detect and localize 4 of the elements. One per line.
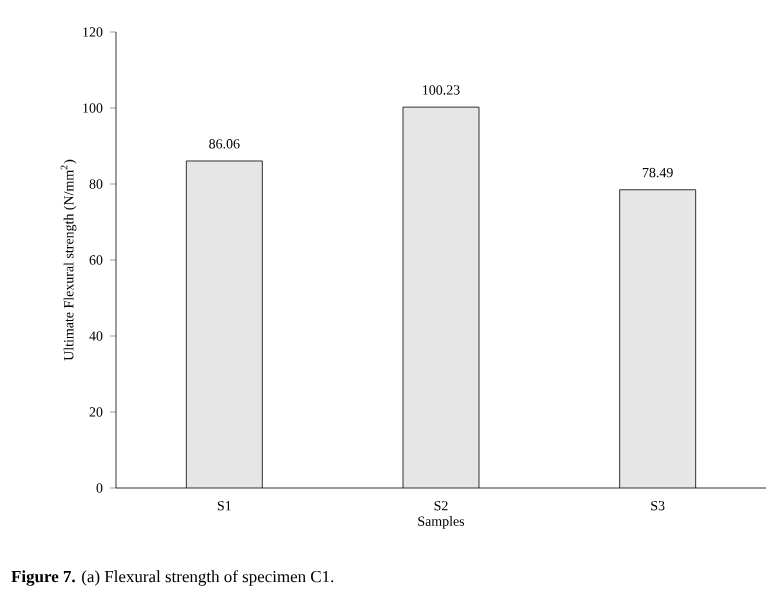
text: Figure 7. (a) Flexural strength of specimen C1. xyxy=(11,570,334,586)
bar xyxy=(403,107,479,489)
bar xyxy=(186,160,263,489)
bar xyxy=(619,189,697,489)
